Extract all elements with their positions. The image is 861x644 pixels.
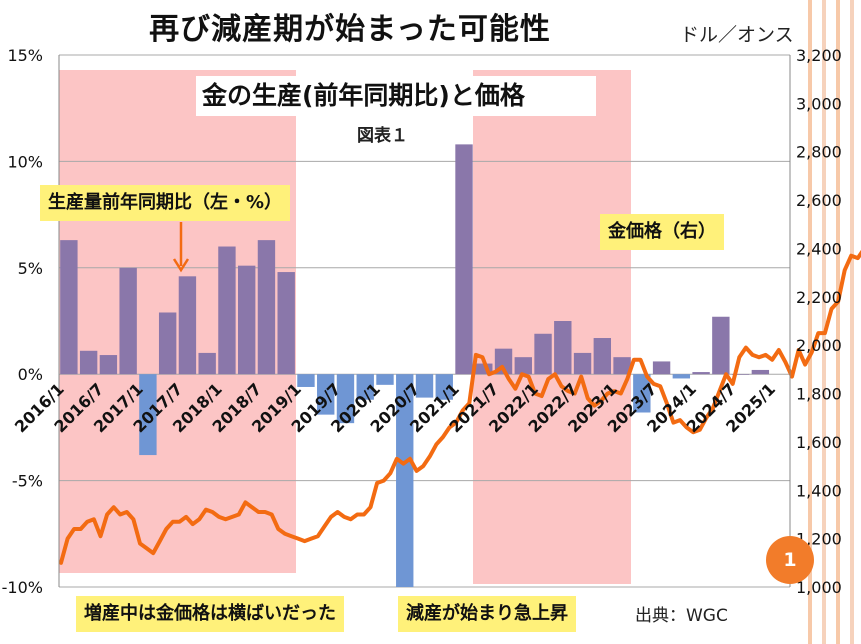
y-right-tick-label: 2,400 (796, 239, 842, 258)
chart-title: 金の生産(前年同期比)と価格 (196, 76, 596, 116)
edge-stripe (836, 0, 840, 644)
price-line-group (59, 249, 861, 565)
production-bar (751, 369, 770, 375)
y-left-tick-label: 10% (7, 152, 43, 171)
production-bar (198, 352, 216, 375)
production-bar (277, 272, 295, 375)
shaded-periods (59, 70, 631, 584)
production-bar (356, 374, 374, 400)
figure-label: 図表１ (357, 126, 408, 146)
production-bar (376, 374, 394, 385)
production-bar (652, 361, 671, 375)
production-bar (396, 374, 414, 587)
y-right-tick-label: 2,000 (796, 336, 842, 355)
production-bar (317, 374, 335, 415)
production-bar (455, 144, 473, 375)
flat-period-note: 増産中は金価格は横ばいだった (76, 596, 344, 632)
production-bar (573, 352, 592, 375)
rise-period-note: 減産が始まり急上昇 (398, 596, 576, 632)
production-bar (554, 321, 572, 375)
y-left-tick-label: 5% (18, 259, 43, 278)
production-bar (139, 374, 157, 456)
production-bar (99, 355, 118, 375)
y-right-tick-label: 2,800 (796, 143, 842, 162)
y-right-tick-label: 1,400 (796, 481, 842, 500)
y-right-tick-label: 2,200 (796, 288, 842, 307)
production-bar (119, 267, 137, 375)
axes (58, 55, 791, 587)
y-left-tick-label: 15% (7, 46, 43, 65)
production-bar (178, 276, 197, 375)
production-bar (712, 316, 730, 375)
y-right-tick-label: 1,600 (796, 433, 842, 452)
production-bar (237, 265, 256, 375)
production-bar (475, 363, 493, 375)
y-right-tick-label: 3,000 (796, 94, 842, 113)
production-bar (336, 374, 355, 424)
production-bar (672, 374, 691, 379)
page-title: 再び減産期が始まった可能性 (149, 12, 551, 47)
production-bar (218, 246, 236, 375)
y-left-tick-label: -10% (2, 578, 43, 597)
production-bar (613, 357, 631, 375)
production-bar (692, 372, 710, 375)
shaded-period (473, 70, 631, 584)
y-right-tick-label: 3,200 (796, 46, 842, 65)
edge-stripe (822, 0, 826, 644)
down-arrow-icon (172, 222, 190, 273)
y-right-tick-label: 1,800 (796, 385, 842, 404)
y-left-tick-label: -5% (12, 472, 43, 491)
shaded-period (59, 70, 296, 573)
production-bar (158, 312, 177, 375)
production-bar (415, 374, 434, 398)
production-bar (514, 357, 532, 375)
price-line (59, 249, 861, 565)
production-bar (297, 374, 315, 387)
production-series-label: 生産量前年同期比（左・%） (40, 185, 291, 221)
source-note: 出典：WGC (635, 606, 728, 626)
production-bar (257, 240, 276, 375)
edge-stripe (808, 0, 812, 644)
right-edge-stripes (808, 0, 854, 644)
price-series-label: 金価格（右） (600, 214, 724, 250)
production-bar (79, 350, 98, 375)
production-bar (60, 240, 78, 375)
production-bars (60, 144, 770, 587)
edge-stripe (850, 0, 854, 644)
y-left-tick-labels: 15% 10% 5% 0% -5% -10% (2, 46, 43, 597)
production-bar (593, 338, 612, 375)
y-left-tick-label: 0% (18, 365, 43, 384)
production-bar (731, 374, 750, 375)
production-bar (435, 374, 453, 400)
y-right-tick-labels: 3,200 3,000 2,800 2,600 2,400 2,200 2,000 1,800… (796, 46, 842, 597)
production-bar (633, 374, 651, 413)
production-bar (534, 333, 552, 375)
right-axis-unit: ドル／オンス (680, 24, 794, 46)
y-right-tick-label: 1,000 (796, 578, 842, 597)
y-right-tick-label: 2,600 (796, 191, 842, 210)
page-number-badge: 1 (766, 536, 814, 584)
